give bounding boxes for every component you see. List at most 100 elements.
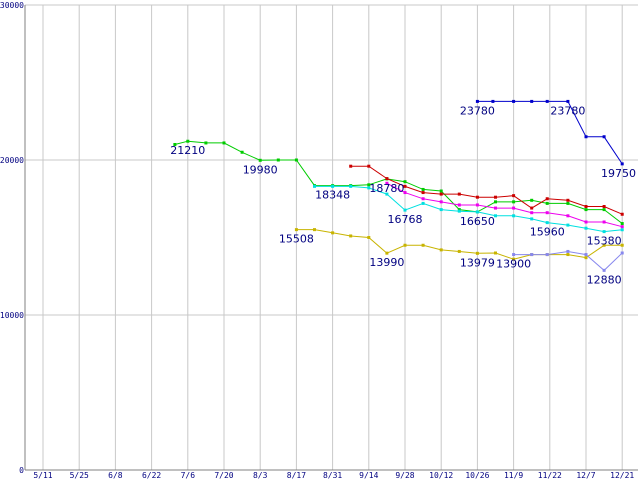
series-point [584,220,588,224]
series-point [367,164,371,168]
series-point [439,200,443,204]
x-tick-label: 11/22 [538,471,562,480]
data-label: 23780 [460,104,495,117]
series-point [457,203,461,207]
data-label: 12880 [587,273,622,286]
series-point [566,223,570,227]
data-label: 19980 [243,163,278,176]
series-point [457,208,461,212]
series-point [457,192,461,196]
x-tick-label: 8/31 [323,471,342,480]
x-tick-label: 12/7 [576,471,595,480]
y-tick-label: 30000 [0,1,24,10]
series-point [385,192,389,196]
series-point [403,243,407,247]
series-point [512,206,516,210]
y-tick-label: 10000 [0,311,24,320]
data-label: 16650 [460,215,495,228]
series-point [584,253,588,257]
x-tick-label: 9/14 [359,471,378,480]
x-tick-label: 6/22 [142,471,161,480]
series-point [173,143,177,146]
series-point [475,195,479,199]
series-point [494,200,497,204]
x-tick-label: 5/25 [70,471,89,480]
series-point [349,164,353,168]
series-point [530,198,534,202]
y-tick-label: 20000 [0,156,24,165]
series-point [457,249,461,253]
series-line [296,229,623,260]
data-label: 21210 [170,144,205,157]
series-point [403,208,407,212]
data-label: 16768 [388,213,423,226]
series-point [545,197,549,201]
x-tick-label: 9/28 [395,471,414,480]
data-label: 18780 [369,182,404,195]
series-point [584,256,588,260]
series-point [602,268,606,272]
x-tick-label: 11/9 [504,471,523,480]
series-point [602,230,606,234]
series-point [602,208,606,212]
series-point [530,217,534,221]
series-point [512,257,516,261]
series-4 [385,181,624,229]
series-point [620,162,624,166]
series-point [512,214,516,218]
x-tick-label: 12/21 [610,471,634,480]
series-point [494,214,497,218]
series-1 [173,139,624,226]
series-point [566,201,570,205]
series-point [331,184,335,188]
series-6 [512,249,624,272]
series-point [584,208,588,212]
series-point [385,181,389,185]
series-point [421,201,425,205]
series-point [512,194,516,198]
series-point [530,211,534,215]
series-point [367,236,371,239]
chart-data-labels: 23780 23780 19750 21210 19980 18348 18780 16768… [170,104,636,286]
series-point [494,206,497,210]
series-point [421,243,425,247]
series-point [620,243,624,247]
series-point [545,221,549,225]
series-point [276,158,280,162]
series-2 [349,164,624,216]
series-point [385,251,389,255]
series-3 [313,184,624,234]
x-tick-label: 10/26 [465,471,489,480]
series-point [566,214,570,218]
series-point [475,99,479,103]
series-line [314,185,623,233]
series-point [313,184,316,188]
series-point [349,184,353,188]
data-label: 15508 [279,233,314,246]
series-point [349,234,353,238]
y-tick-label: 0 [19,466,24,475]
series-point [512,99,516,103]
series-point [313,228,316,232]
series-line [174,140,623,224]
series-point [204,141,208,145]
series-point [331,231,335,235]
series-point [294,228,298,232]
data-label: 15960 [530,226,565,239]
series-point [620,228,624,232]
series-point [602,220,606,224]
series-point [530,253,534,257]
series-point [367,183,371,187]
series-point [584,205,588,208]
series-point [584,226,588,230]
series-point [258,158,262,162]
series-point [530,206,534,210]
series-point [439,189,443,193]
series-point [566,249,570,253]
series-point [512,200,516,204]
series-point [439,192,443,196]
series-point [494,195,497,199]
data-label: 13990 [369,256,404,269]
series-point [491,99,495,103]
